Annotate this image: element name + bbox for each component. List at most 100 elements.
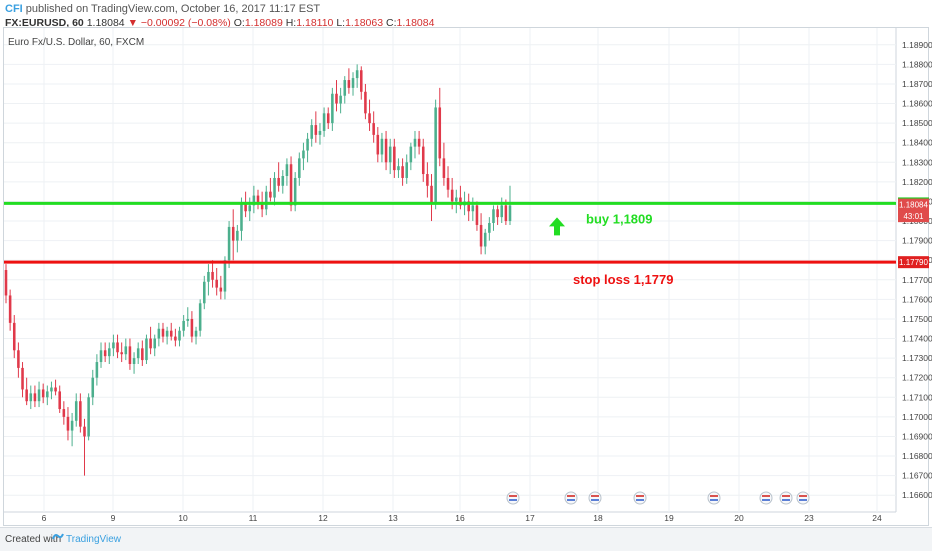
candle-body [124,346,128,355]
event-flag-stripe [762,495,770,497]
open-label: O: [233,17,245,29]
candle-body [54,387,57,392]
candle-body [264,191,268,210]
candle-body [198,303,202,331]
price-tag-timer [898,210,929,223]
candle-body [178,330,181,341]
candle-body [496,209,499,218]
candle-body [326,113,330,124]
x-tick-label: 13 [388,513,398,523]
candle-body [203,281,206,304]
candle-body [136,348,140,359]
candle-body [17,350,20,368]
candle-body [430,185,433,204]
y-tick-label: 1.18200 [902,177,932,187]
candle-body [21,367,24,390]
x-tick-label: 17 [525,513,535,523]
last-price: 1.18084 [86,17,125,29]
y-tick-label: 1.18900 [902,40,932,50]
candle-body [91,377,95,398]
event-flag-icon [588,491,602,505]
candle-body [145,338,148,361]
x-tick-label: 9 [111,513,116,523]
candle-body [347,80,351,88]
candle-body [74,401,78,421]
tradingview-link[interactable]: TradingView [66,534,122,545]
chart-frame [3,27,929,526]
low-label: L: [336,17,346,29]
candle-body [103,350,107,357]
candle-body [438,107,442,159]
candle-body [149,338,152,349]
candle-body [339,95,342,104]
candle-body [211,271,214,280]
y-tick-label: 1.17600 [902,294,932,304]
candle-body [132,358,136,364]
event-flag-icon [564,491,578,505]
low-value: 1.18063 [345,17,384,29]
event-flag-stripe [782,495,790,497]
y-tick-label: 1.16700 [902,471,932,481]
price-chart[interactable]: 1.18900 1.18800 1.18700 1.18600 1.18500 1.184… [0,0,932,527]
close-label: C: [385,17,397,29]
candle-body [281,176,285,186]
candle-body [446,177,450,190]
candle-body [426,174,429,186]
candle-body [87,397,90,437]
chart-title: Euro Fx/U.S. Dollar, 60, FXCM [8,37,145,48]
event-flag-stripe [762,499,770,501]
buy-annotation: buy 1,1809 [586,211,653,226]
candle-body [302,150,305,159]
candle-body [66,416,70,431]
x-tick-label: 11 [249,513,258,523]
candle-body [50,387,53,392]
candle-body [157,328,161,339]
y-tick-label: 1.17400 [902,334,932,344]
candle-body [409,146,413,163]
price-tag-label: 43:01 [903,212,924,221]
y-tick-label: 1.16800 [902,451,932,461]
candle-body [388,146,392,163]
y-tick-label: 1.18800 [902,59,932,69]
y-tick-label: 1.18300 [902,157,932,167]
candle-body [116,342,119,353]
candle-body [372,123,375,135]
candle-body [384,138,388,163]
candle-body [475,205,479,225]
author-name[interactable]: CFI [5,3,23,15]
candle-body [8,295,12,323]
candle-body [62,409,66,417]
candle-body [252,195,256,206]
candle-body [99,350,103,363]
y-tick-label: 1.17700 [902,275,932,285]
candle-body [289,164,293,206]
candle-body [58,391,61,410]
candle-body [219,287,223,292]
publish-info: CFI published on TradingView.com, Octobe… [5,3,320,15]
event-flag-icon [633,491,647,505]
candle-body [467,201,470,212]
event-flag-icon [779,491,793,505]
candle-body [335,93,338,104]
candle-body [12,322,16,351]
candle-body [153,338,157,349]
y-tick-label: 1.17300 [902,353,932,363]
candle-body [227,226,231,261]
y-tick-label: 1.18500 [902,118,932,128]
event-flag-stripe [636,499,644,501]
candle-body [165,330,169,337]
candle-body [293,177,297,206]
candle-body [310,125,313,139]
event-flag-stripe [509,495,517,497]
y-tick-label: 1.17500 [902,314,932,324]
candle-body [190,318,194,337]
candle-body [343,80,347,96]
candle-body [182,320,185,331]
x-tick-label: 19 [664,513,674,523]
candle-body [248,205,252,212]
candle-body [186,318,190,321]
open-value: 1.18089 [244,17,283,29]
candle-body [483,232,487,247]
event-flag-stripe [710,495,718,497]
price-change: −0.00092 (−0.08%) [140,17,231,29]
